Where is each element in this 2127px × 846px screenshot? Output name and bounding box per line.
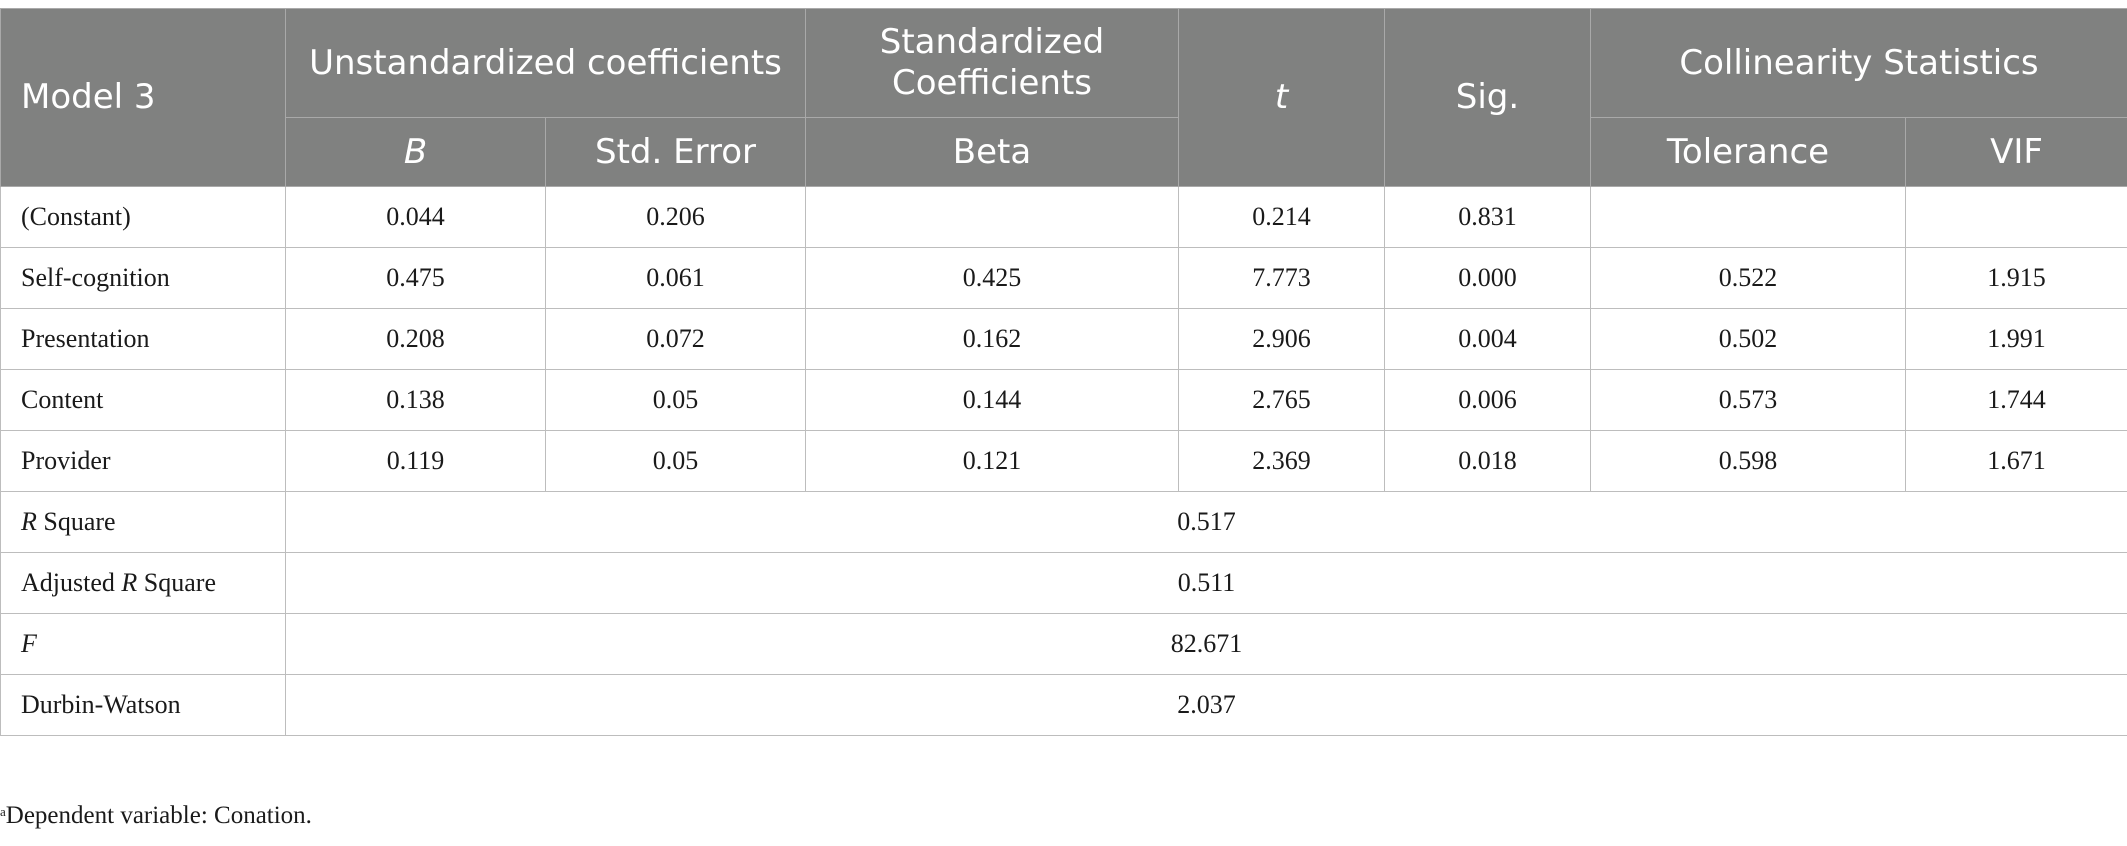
summary-value: 82.671 bbox=[284, 613, 2127, 675]
header-standardized: Standardized Coefficients bbox=[805, 8, 1179, 118]
cell-vif: 1.671 bbox=[1904, 430, 2127, 492]
summary-row-durbin-watson: Durbin-Watson 2.037 bbox=[0, 674, 2127, 736]
table-row: Provider 0.119 0.05 0.121 2.369 0.018 0.… bbox=[0, 430, 2127, 492]
cell-t: 2.765 bbox=[1178, 369, 1385, 431]
header-tolerance: Tolerance bbox=[1590, 117, 1906, 187]
summary-label: F bbox=[0, 613, 286, 675]
cell-tolerance bbox=[1590, 186, 1906, 248]
cell-std-error: 0.05 bbox=[545, 369, 806, 431]
row-label: Provider bbox=[0, 430, 286, 492]
cell-beta: 0.162 bbox=[805, 308, 1179, 370]
summary-label: Durbin-Watson bbox=[0, 674, 286, 736]
cell-t: 7.773 bbox=[1178, 247, 1385, 309]
cell-sig: 0.004 bbox=[1384, 308, 1591, 370]
header-collinearity: Collinearity Statistics bbox=[1589, 8, 2127, 118]
regression-table: Model 3 Unstandardized coefficients Stan… bbox=[0, 8, 2127, 736]
cell-sig: 0.000 bbox=[1384, 247, 1591, 309]
summary-value: 2.037 bbox=[284, 674, 2127, 736]
cell-t: 0.214 bbox=[1178, 186, 1385, 248]
cell-std-error: 0.05 bbox=[545, 430, 806, 492]
cell-b: 0.208 bbox=[285, 308, 546, 370]
row-label: (Constant) bbox=[0, 186, 286, 248]
cell-b: 0.044 bbox=[285, 186, 546, 248]
cell-tolerance: 0.573 bbox=[1590, 369, 1906, 431]
cell-tolerance: 0.522 bbox=[1590, 247, 1906, 309]
cell-sig: 0.018 bbox=[1384, 430, 1591, 492]
table-row: Presentation 0.208 0.072 0.162 2.906 0.0… bbox=[0, 308, 2127, 370]
cell-vif: 1.744 bbox=[1904, 369, 2127, 431]
cell-vif bbox=[1904, 186, 2127, 248]
summary-label: Adjusted R Square bbox=[0, 552, 286, 614]
cell-t: 2.369 bbox=[1178, 430, 1385, 492]
footnote-text: Dependent variable: Conation. bbox=[5, 802, 312, 829]
cell-b: 0.138 bbox=[285, 369, 546, 431]
cell-vif: 1.915 bbox=[1904, 247, 2127, 309]
row-label: Presentation bbox=[0, 308, 286, 370]
cell-std-error: 0.206 bbox=[545, 186, 806, 248]
header-sig: Sig. bbox=[1384, 8, 1591, 187]
cell-beta: 0.121 bbox=[805, 430, 1179, 492]
cell-beta: 0.425 bbox=[805, 247, 1179, 309]
summary-value: 0.511 bbox=[284, 552, 2127, 614]
footnote-marker: a bbox=[0, 804, 6, 819]
cell-sig: 0.831 bbox=[1384, 186, 1591, 248]
header-vif: VIF bbox=[1904, 117, 2127, 187]
cell-std-error: 0.072 bbox=[545, 308, 806, 370]
cell-sig: 0.006 bbox=[1384, 369, 1591, 431]
header-t: t bbox=[1178, 8, 1385, 187]
cell-b: 0.475 bbox=[285, 247, 546, 309]
table-row: Content 0.138 0.05 0.144 2.765 0.006 0.5… bbox=[0, 369, 2127, 431]
header-model: Model 3 bbox=[0, 8, 286, 187]
header-b: B bbox=[285, 117, 546, 187]
cell-b: 0.119 bbox=[285, 430, 546, 492]
cell-beta: 0.144 bbox=[805, 369, 1179, 431]
cell-vif: 1.991 bbox=[1904, 308, 2127, 370]
header-unstandardized: Unstandardized coefficients bbox=[285, 8, 806, 118]
table-row: Self-cognition 0.475 0.061 0.425 7.773 0… bbox=[0, 247, 2127, 309]
row-label: Content bbox=[0, 369, 286, 431]
header-beta: Beta bbox=[805, 117, 1179, 187]
summary-row-adjusted-r-square: Adjusted R Square 0.511 bbox=[0, 552, 2127, 614]
table-row: (Constant) 0.044 0.206 0.214 0.831 bbox=[0, 186, 2127, 248]
summary-label: R Square bbox=[0, 491, 286, 553]
row-label: Self-cognition bbox=[0, 247, 286, 309]
cell-std-error: 0.061 bbox=[545, 247, 806, 309]
cell-t: 2.906 bbox=[1178, 308, 1385, 370]
summary-row-r-square: R Square 0.517 bbox=[0, 491, 2127, 553]
cell-tolerance: 0.502 bbox=[1590, 308, 1906, 370]
cell-beta bbox=[805, 186, 1179, 248]
summary-row-f: F 82.671 bbox=[0, 613, 2127, 675]
header-std-error: Std. Error bbox=[545, 117, 806, 187]
summary-value: 0.517 bbox=[284, 491, 2127, 553]
cell-tolerance: 0.598 bbox=[1590, 430, 1906, 492]
table-footnote: aDependent variable: Conation. bbox=[0, 802, 312, 830]
